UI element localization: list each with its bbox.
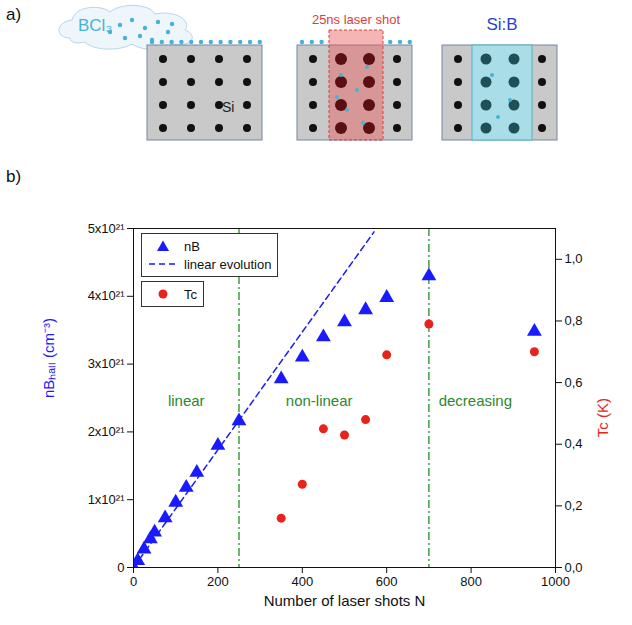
svg-text:Number of laser shots N: Number of laser shots N [264, 592, 426, 609]
svg-text:Si:B: Si:B [486, 15, 517, 34]
svg-text:Tc (K): Tc (K) [594, 398, 611, 437]
svg-text:5x10²¹: 5x10²¹ [88, 221, 126, 236]
svg-text:linear: linear [168, 392, 205, 409]
svg-text:4x10²¹: 4x10²¹ [88, 288, 126, 303]
svg-text:decreasing: decreasing [439, 392, 512, 409]
svg-text:400: 400 [291, 574, 313, 589]
svg-text:a): a) [6, 5, 21, 24]
svg-text:b): b) [6, 167, 21, 185]
svg-text:0,0: 0,0 [565, 560, 583, 575]
svg-text:3x10²¹: 3x10²¹ [88, 356, 126, 371]
svg-text:0,8: 0,8 [565, 313, 583, 328]
svg-text:0,4: 0,4 [565, 436, 583, 451]
svg-text:200: 200 [207, 574, 229, 589]
svg-text:0,2: 0,2 [565, 498, 583, 513]
svg-text:nBₕₐₗₗ (cm⁻³): nBₕₐₗₗ (cm⁻³) [40, 318, 57, 398]
html-text:linear evolution: linear evolution [184, 256, 272, 272]
html-text:Tc: Tc [184, 286, 197, 302]
svg-text:0: 0 [117, 560, 124, 575]
svg-text:0: 0 [130, 574, 137, 589]
html-text:nB: nB [184, 238, 200, 254]
svg-text:1000: 1000 [541, 574, 570, 589]
svg-text:1x10²¹: 1x10²¹ [88, 492, 126, 507]
svg-text:25ns laser shot: 25ns laser shot [312, 12, 401, 27]
svg-text:800: 800 [460, 574, 482, 589]
svg-text:Si: Si [222, 99, 234, 115]
svg-text:600: 600 [376, 574, 398, 589]
svg-text:0,6: 0,6 [565, 375, 583, 390]
svg-text:BCl₃: BCl₃ [78, 16, 112, 35]
svg-text:2x10²¹: 2x10²¹ [88, 424, 126, 439]
svg-text:1,0: 1,0 [565, 251, 583, 266]
svg-text:non-linear: non-linear [286, 392, 353, 409]
